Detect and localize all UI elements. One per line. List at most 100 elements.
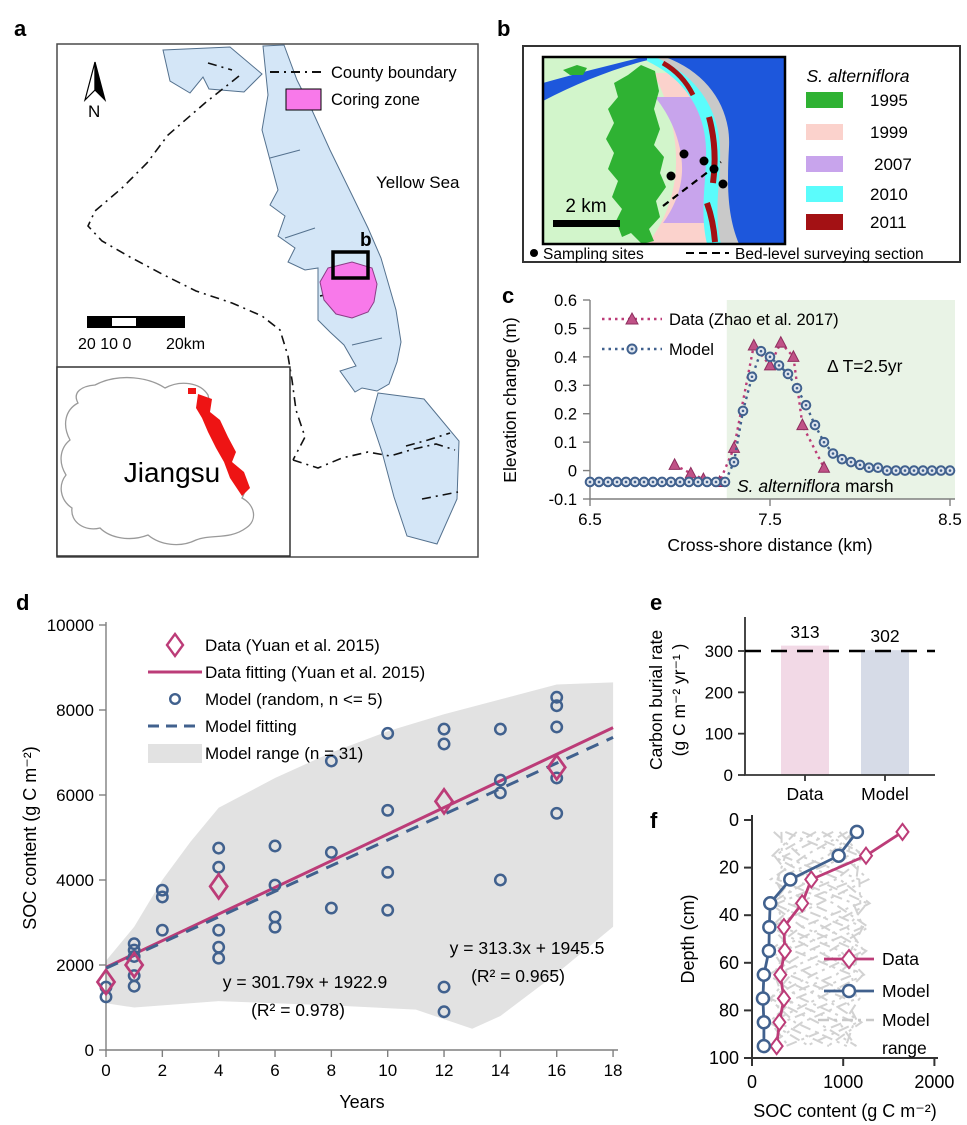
model-range-polygon	[106, 682, 614, 1029]
model-circle-dot	[831, 452, 835, 455]
alterniflora-legend-title: S. alterniflora	[806, 66, 909, 86]
panel-c-xlabel: Cross-shore distance (km)	[667, 535, 872, 555]
model-circle-dot	[930, 469, 934, 472]
y-tick-label: 10000	[47, 616, 94, 635]
model-legend-circle-icon	[168, 693, 181, 706]
data-triangle-marker	[796, 418, 809, 431]
data-point-diamond	[123, 950, 145, 980]
x-tick-label: 0	[747, 1072, 757, 1092]
yellow-sea-label: Yellow Sea	[376, 173, 460, 192]
sampling-site-dot	[679, 149, 689, 159]
model-fit-r2: (R² = 0.978)	[251, 1000, 345, 1020]
model-circle-dot	[885, 469, 889, 472]
model-circle-dot	[813, 423, 817, 427]
panel-b-legend: S. alterniflora 1995 1999 2007 2010 2011	[806, 66, 912, 232]
legend-data-label: Data (Yuan et al. 2015)	[205, 636, 380, 655]
x-tick-label: 10	[378, 1061, 397, 1080]
model-circle-dot	[606, 480, 610, 484]
y-tick-label: 0	[724, 766, 733, 785]
model-circle-dot	[858, 463, 862, 467]
model-range-profile	[771, 831, 872, 1048]
model-point	[212, 841, 226, 855]
Model-profile-line	[761, 831, 859, 1047]
sampling-sites-legend-dot	[530, 249, 538, 257]
panel-d-legend: Data (Yuan et al. 2015) Data fitting (Yu…	[148, 631, 425, 763]
coastal-polygon-top	[162, 46, 263, 94]
y-tick-label: 20	[719, 858, 739, 878]
zone-2011-arc1	[661, 60, 696, 97]
y-tick-label: 300	[705, 642, 733, 661]
model-profile-circle	[761, 943, 777, 959]
y-tick-label: 2000	[56, 956, 94, 975]
model-point	[127, 979, 141, 993]
x-tick-label: 18	[604, 1061, 623, 1080]
y-tick-label: 0.6	[554, 292, 577, 310]
model-circle-dot	[876, 466, 880, 470]
y-tick-label: 4000	[56, 871, 94, 890]
y-tick-label: 0.3	[554, 377, 577, 395]
zone-2011-arc2	[706, 116, 718, 184]
coring-zone-legend-swatch	[285, 88, 322, 111]
legend-year-2010: 2010	[870, 185, 908, 204]
legend-year-2007: 2007	[874, 155, 912, 174]
panel-b: b	[497, 16, 961, 263]
model-circle-dot	[705, 480, 709, 484]
legend-swatch-1999	[806, 124, 843, 140]
model-circle-dot	[642, 480, 646, 484]
model-circle-dot	[840, 457, 844, 461]
data-profile-diamond	[858, 846, 874, 866]
data-profile-diamond	[794, 893, 810, 913]
model-circle-dot	[822, 440, 826, 444]
data-point-diamond	[546, 752, 567, 782]
panel-f-ylabel: Depth (cm)	[678, 894, 698, 983]
marsh-annotation-italic: S. alterniflora	[737, 476, 840, 496]
north-label: N	[88, 102, 100, 121]
bar-model	[861, 650, 909, 775]
model-circle-dot	[687, 480, 691, 484]
legend-modelfit-label: Model fitting	[205, 717, 297, 736]
model-circle-dot	[894, 469, 898, 472]
model-point	[550, 690, 564, 704]
county-boundary-main	[87, 75, 306, 461]
sampling-sites-dots	[666, 149, 728, 189]
panel-f-xlabel: SOC content (g C m⁻²)	[753, 1101, 937, 1121]
legend-swatch-2010	[806, 186, 843, 202]
model-range-profile	[767, 831, 865, 1047]
y-tick-label: 80	[719, 1000, 739, 1020]
legend-range-label: Model range (n = 31)	[205, 744, 363, 763]
data-legend-label: Data (Zhao et al. 2017)	[669, 311, 839, 329]
model-point	[155, 923, 169, 937]
panel-a: a b N C	[14, 16, 479, 558]
y-tick-label: 0	[568, 463, 577, 481]
model-point	[550, 771, 564, 785]
model-point	[324, 754, 338, 768]
panel-c-ylabel: Elevation change (m)	[500, 317, 520, 482]
bar-value-model: 302	[870, 626, 899, 646]
model-point	[212, 923, 226, 937]
data-profile-diamond	[773, 965, 788, 985]
legend-year-2011: 2011	[870, 213, 907, 232]
model-point	[155, 883, 169, 897]
panel-e-plot: 0 100 200 300	[705, 617, 935, 785]
model-point	[437, 980, 451, 994]
data-point-diamond	[208, 871, 229, 901]
panel-c-label: c	[502, 283, 514, 308]
y-tick-label: -0.1	[549, 491, 577, 509]
bar-value-data: 313	[790, 622, 819, 642]
model-circle-dot	[768, 355, 772, 359]
model-fit-equation: y = 301.79x + 1922.9	[223, 972, 387, 992]
model-point	[268, 920, 282, 934]
x-tick-label: 2	[158, 1061, 167, 1080]
panel-d-plot: 0 2000 4000 6000 8000 10000 0 2 4 6 8 10 12 14 16 18	[47, 616, 623, 1080]
model-point	[268, 839, 282, 853]
panel-d-xlabel: Years	[339, 1092, 384, 1112]
model-circle-dot	[660, 480, 664, 484]
x-tick-label: 7.5	[758, 510, 782, 529]
county-boundary-island	[405, 432, 451, 447]
data-point-diamond	[433, 786, 455, 816]
x-tick-label: 6.5	[578, 510, 602, 529]
model-profile-circle	[831, 848, 846, 863]
legend-swatch-1995	[806, 92, 843, 108]
